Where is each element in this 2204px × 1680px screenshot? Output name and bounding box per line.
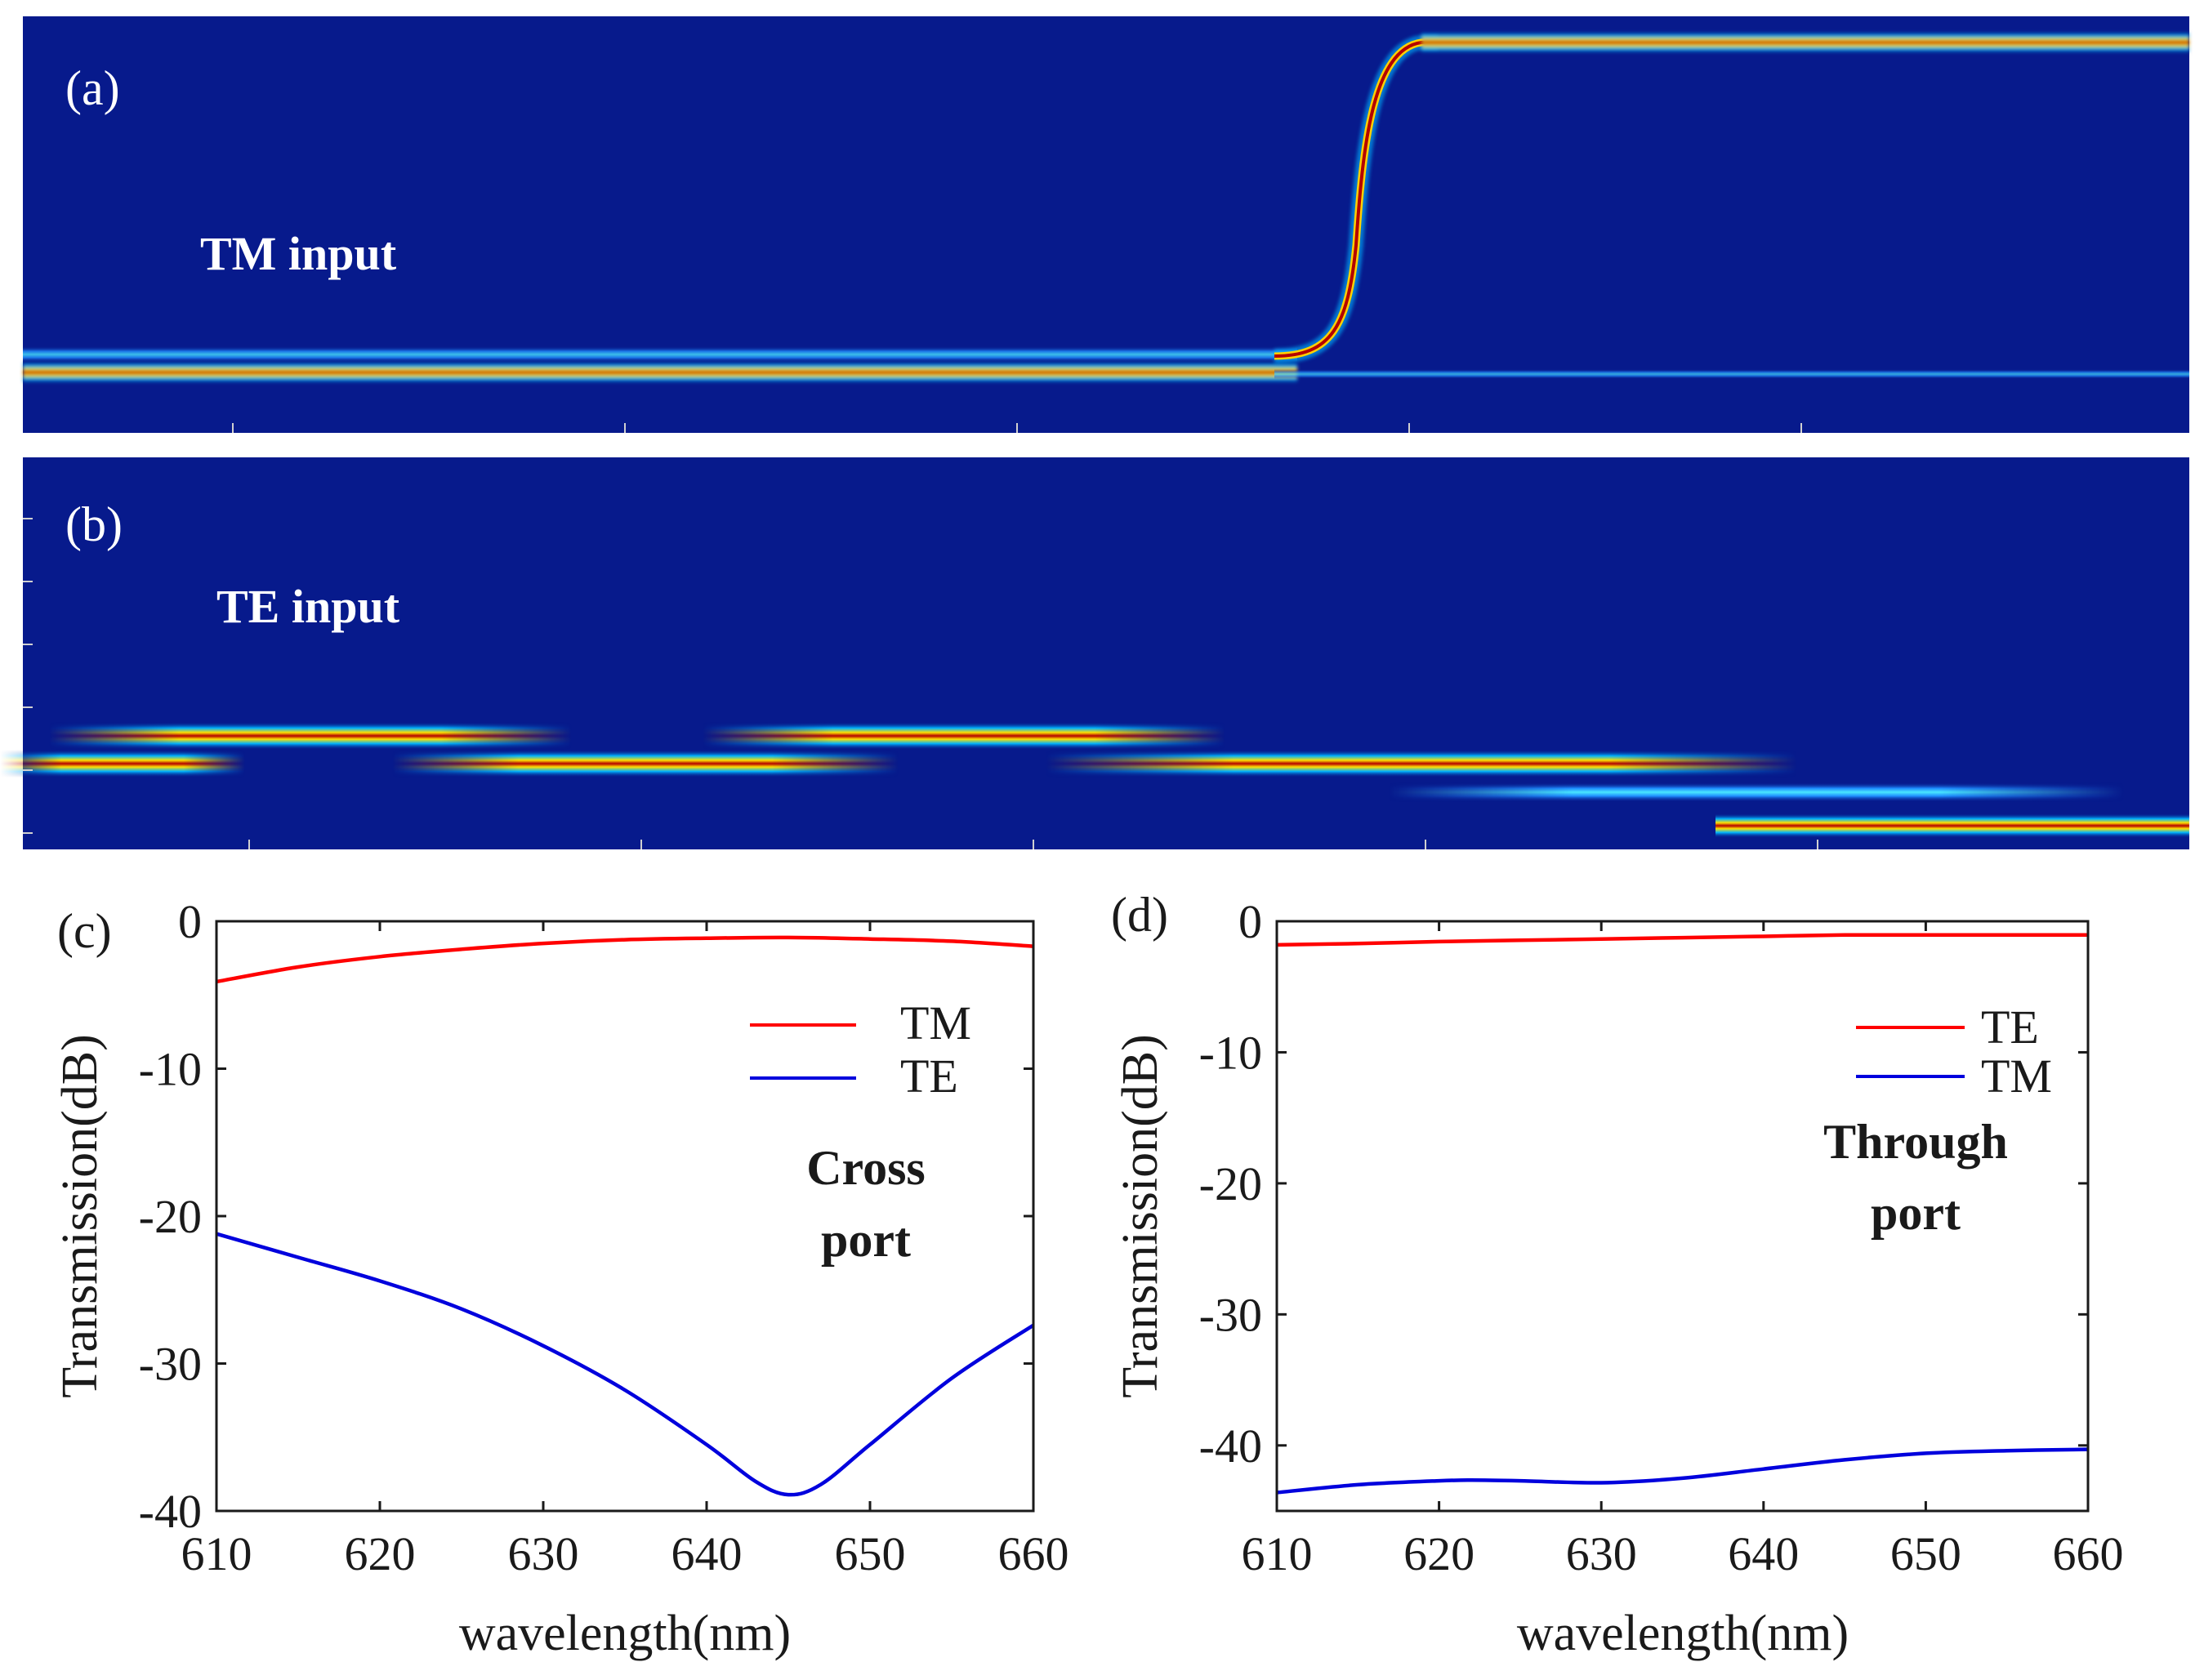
panel-d-xtick-label: 660 — [2053, 1527, 2124, 1580]
panel-a-residual-mode — [1274, 369, 2189, 379]
panel-c: (c) 610 620 630 640 650 660 0 -10 -20 -30 -40 wave… — [52, 895, 1069, 1661]
panel-c-series-tm — [216, 935, 1034, 984]
panel-d-legend: TE TM — [1856, 1000, 2052, 1103]
panel-c-annotation-line1: Cross — [806, 1141, 926, 1195]
panel-c-label: (c) — [57, 904, 112, 958]
panel-d-legend-tm: TM — [1981, 1049, 2052, 1103]
panel-c-xlabel: wavelength(nm) — [459, 1606, 791, 1661]
panel-c-xtick-label: 650 — [835, 1527, 906, 1580]
panel-d-series — [1276, 933, 2089, 1495]
panel-b-lobe — [1046, 750, 1797, 778]
panel-d-annotation-line1: Through — [1823, 1115, 2008, 1169]
panel-d-xtick-label: 640 — [1728, 1527, 1799, 1580]
panel-a-output-mode — [1421, 31, 2189, 54]
panel-c-ticks: 610 620 630 640 650 660 0 -10 -20 -30 -40 — [139, 895, 1069, 1580]
panel-c-legend-tm: TM — [900, 996, 971, 1049]
panel-b-output-weak — [1389, 782, 2124, 802]
panel-c-ytick-label: -40 — [139, 1485, 202, 1538]
panel-d-axes-box — [1275, 920, 2090, 1513]
panel-a-annotation: TM input — [200, 227, 397, 280]
panel-c-series — [216, 935, 1035, 1497]
panel-c-ytick-label: -30 — [139, 1338, 202, 1391]
panel-c-legend-te: TE — [900, 1049, 958, 1103]
panel-a-ticks — [232, 423, 1802, 433]
panel-c-series-te — [216, 1232, 1035, 1497]
panel-d-xtick-label: 650 — [1890, 1527, 1961, 1580]
panel-a-label: (a) — [65, 61, 120, 115]
panel-d: (d) 610 620 630 640 650 660 0 -10 -20 -30 -40 wave… — [1111, 888, 2124, 1661]
panel-d-label: (d) — [1111, 888, 1168, 942]
panel-d-ytick-label: 0 — [1238, 895, 1262, 948]
panel-d-ylabel: Transmission(dB) — [1113, 1034, 1168, 1398]
panel-d-ytick-label: -10 — [1199, 1026, 1262, 1079]
panel-b-output-mode — [1715, 813, 2189, 838]
panel-d-series-tm — [1276, 1447, 2089, 1495]
panel-c-xtick-label: 660 — [998, 1527, 1069, 1580]
panel-c-ytick-label: -10 — [139, 1043, 202, 1096]
panel-c-xtick-label: 620 — [345, 1527, 416, 1580]
panel-c-axes-box — [215, 920, 1035, 1513]
panel-b-lobe — [49, 722, 572, 750]
panel-d-annotation-line2: port — [1871, 1186, 1961, 1240]
panel-c-xtick-label: 640 — [671, 1527, 743, 1580]
panel-c-xtick-label: 610 — [181, 1527, 252, 1580]
panel-b-lobe — [0, 750, 245, 778]
panel-b-ticks — [23, 518, 1818, 849]
panel-c-ytick-label: 0 — [178, 895, 202, 948]
panel-d-legend-te: TE — [1981, 1000, 2039, 1054]
panel-b-lobe — [392, 750, 899, 778]
panel-c-ytick-label: -20 — [139, 1190, 202, 1243]
panel-a-sbend-core — [1274, 41, 1438, 358]
panel-c-annotation-line2: port — [821, 1213, 911, 1267]
panel-d-xtick-label: 620 — [1403, 1527, 1475, 1580]
panel-d-xtick-label: 610 — [1242, 1527, 1313, 1580]
panel-b: (b) TE input — [0, 457, 2189, 849]
panel-a-input-mode-weak — [23, 346, 1297, 363]
panel-a-input-mode — [23, 361, 1297, 384]
panel-d-series-te — [1276, 933, 2089, 947]
panel-d-ytick-label: -40 — [1199, 1419, 1262, 1473]
panel-b-lobe — [703, 722, 1225, 750]
panel-b-label: (b) — [65, 497, 123, 551]
panel-b-annotation: TE input — [216, 580, 400, 633]
panel-d-ytick-label: -30 — [1199, 1288, 1262, 1341]
panel-d-xlabel: wavelength(nm) — [1517, 1606, 1849, 1661]
panel-c-legend: TM TE — [750, 996, 971, 1103]
panel-d-ytick-label: -20 — [1199, 1157, 1262, 1210]
panel-c-xtick-label: 630 — [508, 1527, 579, 1580]
panel-c-ylabel: Transmission(dB) — [52, 1034, 108, 1398]
panel-a: (a) TM input — [23, 16, 2189, 433]
panel-d-ticks: 610 620 630 640 650 660 0 -10 -20 -30 -40 — [1199, 895, 2124, 1580]
panel-d-xtick-label: 630 — [1566, 1527, 1637, 1580]
